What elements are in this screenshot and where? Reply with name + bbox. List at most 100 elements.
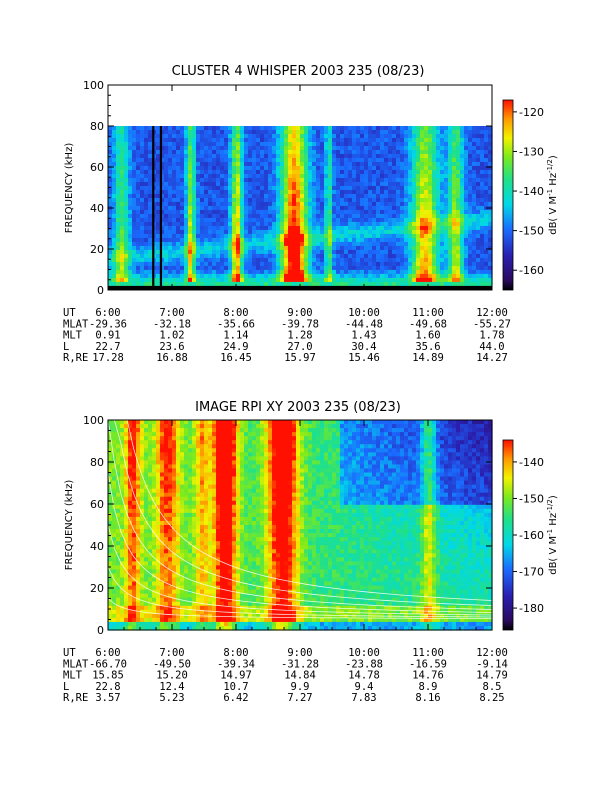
heat-cell — [124, 141, 129, 147]
heat-cell — [376, 181, 381, 187]
heat-cell — [336, 137, 341, 143]
ephemeris-cell: -55.27 — [473, 318, 511, 330]
heat-cell — [488, 177, 493, 183]
heat-cell — [192, 197, 197, 203]
heat-cell — [240, 181, 245, 187]
heat-cell — [376, 261, 381, 267]
heat-cell — [344, 269, 349, 275]
heat-cell — [452, 177, 457, 183]
heat-cell — [116, 233, 121, 239]
heat-cell — [120, 500, 125, 506]
heat-cell — [296, 189, 301, 195]
heat-cell — [152, 480, 157, 486]
heat-cell — [448, 257, 453, 263]
heat-cell — [368, 273, 373, 279]
heat-cell — [284, 209, 289, 215]
heat-cell — [160, 617, 165, 623]
heat-cell — [368, 241, 373, 247]
heat-cell — [236, 201, 241, 207]
heat-cell — [484, 217, 489, 223]
heat-cell — [180, 585, 185, 591]
heat-cell — [392, 245, 397, 251]
heat-cell — [308, 257, 313, 263]
heat-cell — [388, 129, 393, 135]
heat-cell — [152, 436, 157, 441]
heat-cell — [164, 601, 169, 607]
heat-cell — [332, 141, 337, 147]
heat-cell — [140, 557, 145, 562]
heat-cell — [328, 153, 333, 159]
heat-cell — [428, 221, 433, 227]
heat-cell — [212, 229, 217, 235]
heat-cell — [132, 597, 137, 603]
heat-cell — [172, 537, 177, 542]
ephemeris-cell: 30.4 — [351, 341, 376, 353]
heat-cell — [196, 281, 201, 287]
heat-cell — [304, 225, 309, 231]
heat-cell — [176, 613, 181, 619]
heat-cell — [144, 440, 149, 445]
heat-cell — [416, 133, 421, 139]
heat-cell — [132, 428, 137, 433]
heat-cell — [160, 273, 165, 279]
heat-cell — [332, 273, 337, 279]
heat-cell — [244, 229, 249, 235]
heat-cell — [108, 553, 113, 558]
heat-cell — [392, 149, 397, 155]
heat-cell — [316, 181, 321, 187]
heat-cell — [160, 197, 165, 203]
heat-cell — [464, 229, 469, 235]
heat-cell — [168, 225, 173, 231]
heat-cell — [392, 157, 397, 163]
heat-cell — [184, 444, 189, 449]
heat-cell — [156, 525, 161, 530]
heat-cell — [368, 126, 373, 131]
heat-cell — [172, 549, 177, 554]
heat-cell — [488, 193, 493, 199]
heat-cell — [128, 545, 133, 550]
heat-cell — [316, 221, 321, 227]
heat-cell — [120, 537, 125, 542]
heat-cell — [124, 581, 129, 587]
heat-cell — [304, 129, 309, 135]
heat-cell — [240, 177, 245, 183]
heat-cell — [272, 257, 277, 263]
heat-cell — [484, 201, 489, 207]
heat-cell — [416, 157, 421, 163]
heat-cell — [164, 613, 169, 619]
heat-cell — [448, 193, 453, 199]
heat-cell — [124, 472, 129, 478]
heat-cell — [200, 169, 205, 175]
heat-cell — [352, 213, 357, 219]
heat-cell — [176, 597, 181, 603]
heat-cell — [384, 153, 389, 159]
heat-cell — [400, 261, 405, 267]
heat-cell — [272, 201, 277, 207]
heat-cell — [124, 476, 129, 482]
heat-cell — [448, 169, 453, 175]
heat-cell — [172, 525, 177, 530]
heat-cell — [112, 549, 117, 554]
heat-cell — [156, 545, 161, 550]
heat-cell — [436, 265, 441, 271]
heat-cell — [448, 261, 453, 267]
heat-cell — [188, 173, 193, 179]
heat-cell — [240, 261, 245, 267]
heat-cell — [400, 169, 405, 175]
heat-cell — [124, 209, 129, 215]
heat-cell — [188, 126, 193, 131]
heat-cell — [456, 193, 461, 199]
heat-cell — [152, 452, 157, 457]
heat-cell — [132, 617, 137, 623]
heat-cell — [120, 257, 125, 263]
heat-cell — [388, 185, 393, 191]
ephemeris-cell: 24.9 — [223, 341, 248, 353]
heat-cell — [436, 149, 441, 155]
heat-cell — [280, 241, 285, 247]
heat-cell — [212, 201, 217, 207]
heat-cell — [452, 281, 457, 287]
heat-cell — [312, 129, 317, 135]
heat-cell — [220, 149, 225, 155]
heat-cell — [408, 269, 413, 275]
heat-cell — [156, 165, 161, 171]
